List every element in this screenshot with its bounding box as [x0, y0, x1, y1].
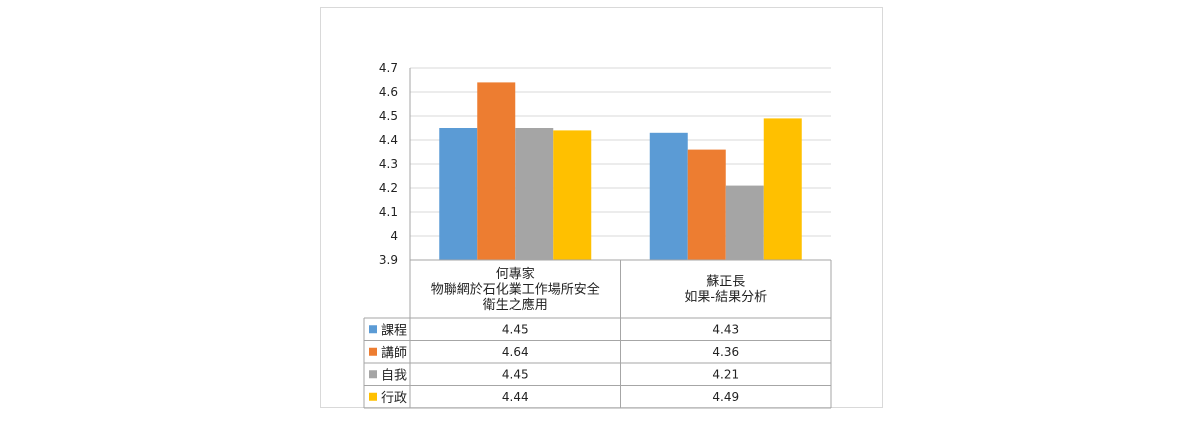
bar-課程-1 — [649, 132, 688, 260]
y-tick-label: 4.2 — [379, 181, 398, 195]
bar-講師-0 — [477, 82, 516, 261]
y-tick-label: 4.7 — [379, 61, 398, 75]
y-tick-label: 4.1 — [379, 205, 398, 219]
legend-key-課程 — [369, 325, 377, 334]
bar-行政-0 — [553, 130, 592, 260]
bars — [439, 82, 802, 261]
category-label: 如果-結果分析 — [684, 289, 767, 305]
legend-label: 講師 — [381, 345, 407, 361]
legend-label: 自我 — [381, 368, 407, 383]
category-label: 衛生之應用 — [483, 297, 548, 313]
bar-自我-1 — [725, 185, 764, 260]
chart-frame: 3.9 4 4.1 4.2 4.3 4.4 4.5 4.6 4.7 何專家 物聯網於石化業工作場所… — [320, 7, 883, 409]
legend-key-講師 — [369, 347, 377, 356]
legend-key-行政 — [369, 392, 377, 401]
bar-chart: 3.9 4 4.1 4.2 4.3 4.4 4.5 4.6 4.7 何專家物聯網於石化業工作場所… — [363, 61, 832, 409]
y-tick-label: 4.5 — [379, 109, 398, 123]
y-tick-label: 4.4 — [379, 133, 398, 147]
category-label: 蘇正長 — [706, 275, 745, 290]
y-tick-label: 4.3 — [379, 157, 398, 171]
bar-行政-1 — [763, 118, 802, 261]
data-label: 4.36 — [712, 345, 739, 359]
y-tick-label: 4 — [390, 229, 398, 243]
bar-講師-1 — [687, 149, 726, 260]
data-label: 4.44 — [502, 390, 529, 404]
category-label: 何專家 — [496, 266, 535, 282]
data-label: 4.45 — [502, 367, 529, 381]
data-label: 4.64 — [502, 345, 529, 359]
data-label: 4.21 — [712, 367, 739, 381]
y-axis-ticks: 3.9 4 4.1 4.2 4.3 4.4 4.5 4.6 4.7 — [379, 61, 398, 267]
data-label: 4.45 — [502, 322, 529, 336]
legend-label: 行政 — [381, 391, 407, 406]
legend-label: 課程 — [381, 322, 407, 338]
data-label: 4.43 — [712, 322, 739, 336]
y-tick-label: 4.6 — [379, 85, 398, 99]
y-tick-label: 3.9 — [379, 253, 398, 267]
data-label: 4.49 — [712, 390, 739, 404]
legend-key-自我 — [369, 370, 377, 379]
bar-課程-0 — [439, 128, 478, 260]
category-label: 物聯網於石化業工作場所安全 — [431, 281, 600, 297]
bar-自我-0 — [515, 128, 554, 260]
